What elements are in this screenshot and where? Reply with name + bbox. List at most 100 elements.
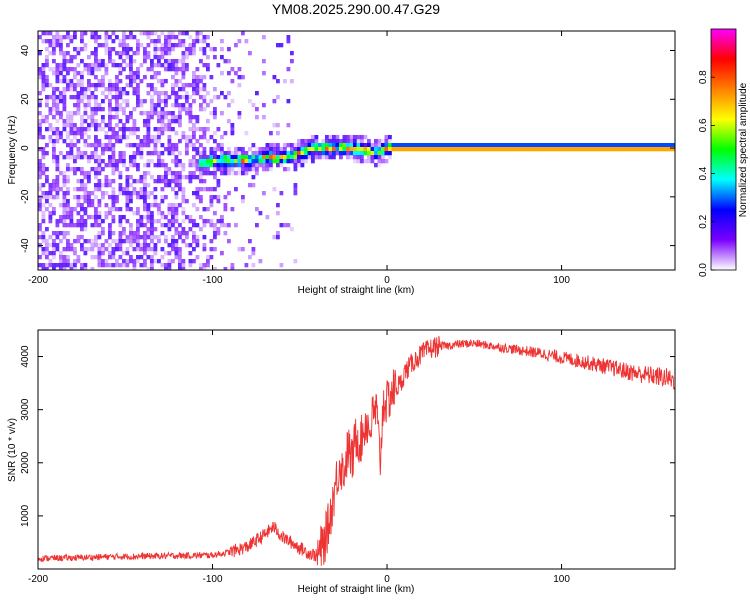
spectrogram-cell bbox=[276, 235, 280, 240]
spectrogram-cell bbox=[104, 191, 109, 196]
spectrogram-cell bbox=[342, 143, 347, 148]
spectrogram-cell bbox=[59, 187, 63, 192]
spectrogram-cell bbox=[153, 63, 158, 68]
spectrogram-cell bbox=[199, 187, 203, 192]
spectrogram-cell bbox=[108, 83, 112, 88]
spectrogram-cell bbox=[328, 143, 333, 148]
spectrogram-cell bbox=[122, 67, 126, 72]
spectrogram-cell bbox=[41, 231, 46, 236]
spectrogram-cell bbox=[195, 159, 200, 164]
spectrogram-cell bbox=[45, 59, 49, 64]
spectrogram-cell bbox=[234, 163, 238, 168]
spectrogram-cell bbox=[104, 39, 109, 44]
spectrogram-cell bbox=[59, 259, 63, 264]
spectrogram-cell bbox=[185, 175, 189, 180]
spectrogram-cell bbox=[153, 203, 158, 208]
spectrogram-cell bbox=[178, 255, 182, 260]
spectrogram-cell bbox=[185, 243, 189, 248]
spectrogram-cell bbox=[514, 147, 518, 152]
spectrogram-cell bbox=[52, 43, 56, 48]
spectrogram-cell bbox=[230, 207, 235, 212]
spectrogram-cell bbox=[73, 267, 77, 270]
spectrogram-cell bbox=[132, 159, 137, 164]
spectrogram-cell bbox=[45, 191, 49, 196]
spectrogram-cell bbox=[388, 139, 392, 144]
spectrogram-cell bbox=[178, 151, 182, 156]
spectrogram-cell bbox=[507, 143, 511, 148]
spectrogram-cell bbox=[66, 115, 70, 120]
spectrogram-cell bbox=[111, 31, 116, 36]
spectrogram-cell bbox=[181, 207, 186, 212]
spectrogram-cell bbox=[41, 71, 46, 76]
spectrogram-cell bbox=[83, 95, 88, 100]
spectrogram-cell bbox=[157, 63, 161, 68]
spectrogram-cell bbox=[52, 159, 56, 164]
spectrogram-cell bbox=[136, 191, 140, 196]
spectrogram-cell bbox=[45, 75, 49, 80]
spectrogram-cell bbox=[139, 263, 144, 268]
spectrogram-cell bbox=[216, 127, 221, 132]
spectrogram-cell bbox=[90, 31, 95, 36]
spectrogram-cell bbox=[90, 155, 95, 160]
spectrogram-cell bbox=[164, 67, 168, 72]
spectrogram-cell bbox=[626, 147, 630, 152]
spectrogram-cell bbox=[129, 255, 133, 260]
spectrogram-cell bbox=[150, 63, 154, 68]
spectrogram-cell bbox=[132, 231, 137, 236]
spectrogram-cell bbox=[87, 159, 91, 164]
spectrogram-cell bbox=[185, 215, 189, 220]
spectrogram-cell bbox=[157, 207, 161, 212]
spectrogram-cell bbox=[559, 143, 564, 148]
spectrogram-cell bbox=[150, 75, 154, 80]
spectrogram-cell bbox=[199, 171, 203, 176]
spectrogram-cell bbox=[62, 263, 67, 268]
spectrogram-cell bbox=[55, 87, 60, 92]
spectrogram-cell bbox=[216, 195, 221, 200]
spectrogram-cell bbox=[125, 187, 130, 192]
spectrogram-cell bbox=[332, 135, 336, 140]
spectrogram-cell bbox=[202, 267, 207, 270]
spectrogram-cell bbox=[468, 143, 473, 148]
spectrogram-cell bbox=[62, 123, 67, 128]
spectrogram-cell bbox=[80, 35, 84, 40]
spectrogram-cell bbox=[220, 163, 224, 168]
spectrogram-cell bbox=[41, 75, 46, 80]
spectrogram-cell bbox=[251, 167, 256, 172]
spectrogram-cell bbox=[377, 147, 382, 152]
spectrogram-cell bbox=[339, 139, 343, 144]
spectrogram-cell bbox=[83, 43, 88, 48]
spectrogram-cell bbox=[108, 35, 112, 40]
spectrogram-cell bbox=[55, 139, 60, 144]
spectrogram-cell bbox=[353, 135, 357, 140]
spectrogram-cell bbox=[528, 143, 532, 148]
spectrogram-cell bbox=[195, 255, 200, 260]
spectrogram-cell bbox=[174, 131, 179, 136]
spectrogram-cell bbox=[265, 143, 270, 148]
spectrogram-cell bbox=[188, 143, 193, 148]
spectrogram-cell bbox=[97, 127, 102, 132]
spectrogram-cell bbox=[671, 143, 675, 148]
spectrogram-cell bbox=[45, 63, 49, 68]
spectrogram-cell bbox=[353, 159, 357, 164]
spectrogram-cell bbox=[612, 147, 616, 152]
spectrogram-cell bbox=[146, 255, 151, 260]
spectrogram-cell bbox=[423, 147, 427, 152]
spectrogram-cell bbox=[129, 35, 133, 40]
spectrogram-cell bbox=[104, 95, 109, 100]
spectrogram-cell bbox=[94, 151, 98, 156]
spectrogram-cell bbox=[185, 31, 189, 36]
spectrogram-cell bbox=[528, 147, 532, 152]
spectrogram-cell bbox=[55, 63, 60, 68]
spectrogram-cell bbox=[146, 183, 151, 188]
spectrogram-cell bbox=[153, 259, 158, 264]
spectrogram-cell bbox=[157, 203, 161, 208]
spectrogram-cell bbox=[76, 111, 81, 116]
spectrogram-cell bbox=[73, 95, 77, 100]
spectrogram-cell bbox=[258, 155, 263, 160]
spectrogram-cell bbox=[181, 175, 186, 180]
spectrogram-cell bbox=[167, 143, 172, 148]
spectrogram-cell bbox=[188, 139, 193, 144]
spectrogram-cell bbox=[94, 155, 98, 160]
spectrogram-cell bbox=[80, 91, 84, 96]
